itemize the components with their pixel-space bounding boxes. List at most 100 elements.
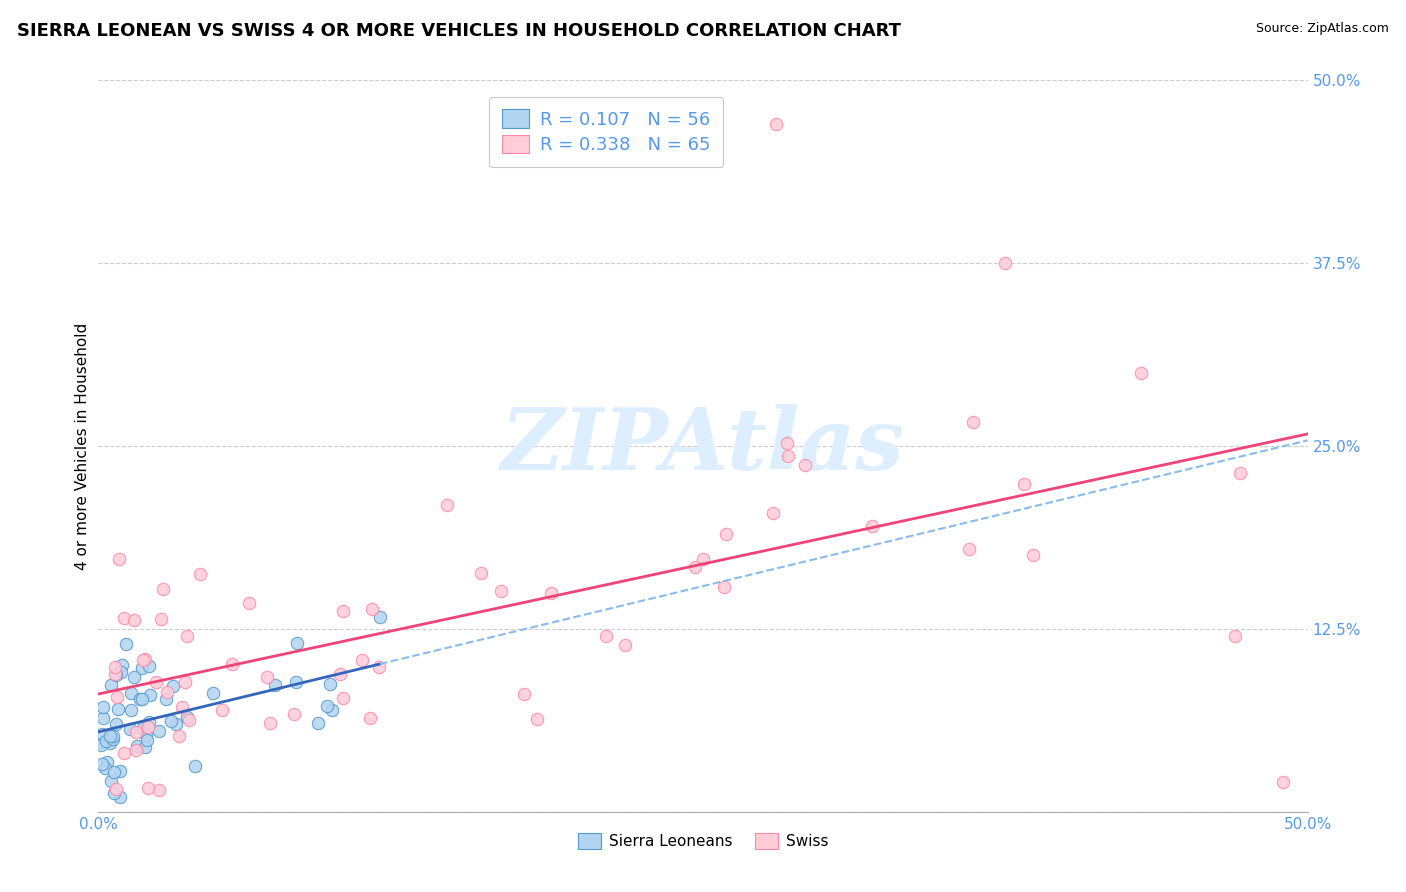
Point [329,667,352,681]
Point [94,761,117,775]
Point [149,612,172,626]
Point [148,724,170,739]
Point [91,757,114,772]
Point [683,560,706,574]
Point [368,660,391,674]
Point [285,674,308,689]
Point [103,660,125,674]
Point [129,692,152,706]
Point [238,596,260,610]
Point [489,583,512,598]
Point [112,747,135,761]
Point [91,711,114,725]
Point [122,613,145,627]
Point [957,541,980,556]
Point [135,732,157,747]
Legend: Sierra Leoneans, Swiss: Sierra Leoneans, Swiss [572,827,834,855]
Point [96,755,118,769]
Point [111,657,134,672]
Point [125,743,148,757]
Point [994,256,1017,270]
Point [177,713,200,727]
Point [131,691,153,706]
Point [134,740,156,755]
Point [1229,467,1251,481]
Point [145,674,167,689]
Point [156,685,179,699]
Point [132,721,155,735]
Point [176,710,198,724]
Point [104,717,127,731]
Point [170,699,193,714]
Point [155,692,177,706]
Point [221,657,243,671]
Point [110,665,132,680]
Point [167,729,190,743]
Point [103,764,125,779]
Point [120,703,142,717]
Point [714,526,737,541]
Point [100,678,122,692]
Point [350,653,373,667]
Text: Source: ZipAtlas.com: Source: ZipAtlas.com [1256,22,1389,36]
Point [778,449,800,463]
Point [160,714,183,728]
Point [152,582,174,596]
Text: SIERRA LEONEAN VS SWISS 4 OR MORE VEHICLES IN HOUSEHOLD CORRELATION CHART: SIERRA LEONEAN VS SWISS 4 OR MORE VEHICL… [17,22,901,40]
Point [165,717,187,731]
Point [1129,367,1152,381]
Point [776,435,799,450]
Point [94,734,117,748]
Point [127,739,149,753]
Point [765,117,787,131]
Point [368,610,391,624]
Point [332,604,354,618]
Point [138,781,160,796]
Point [264,678,287,692]
Point [184,759,207,773]
Point [211,703,233,717]
Point [148,782,170,797]
Point [359,711,381,725]
Point [108,551,131,566]
Point [436,499,458,513]
Text: ZIPAtlas: ZIPAtlas [501,404,905,488]
Point [1021,548,1043,562]
Point [793,458,815,472]
Point [138,715,160,730]
Point [100,735,122,749]
Point [98,729,121,743]
Point [283,706,305,721]
Point [332,691,354,706]
Point [120,686,142,700]
Point [135,728,157,742]
Point [131,661,153,675]
Point [259,716,281,731]
Point [513,687,536,701]
Point [134,652,156,666]
Point [110,764,132,778]
Point [174,674,197,689]
Point [162,679,184,693]
Point [321,703,343,717]
Point [132,653,155,667]
Point [860,519,883,533]
Point [762,506,785,520]
Point [692,552,714,566]
Point [319,676,342,690]
Point [1272,775,1295,789]
Point [114,637,136,651]
Y-axis label: 4 or more Vehicles in Household: 4 or more Vehicles in Household [75,322,90,570]
Point [1223,629,1246,643]
Point [105,690,128,705]
Point [176,629,198,643]
Point [614,638,637,652]
Point [256,670,278,684]
Point [100,774,122,789]
Point [136,721,159,735]
Point [110,790,132,805]
Point [107,702,129,716]
Point [526,712,548,726]
Point [125,724,148,739]
Point [470,566,492,580]
